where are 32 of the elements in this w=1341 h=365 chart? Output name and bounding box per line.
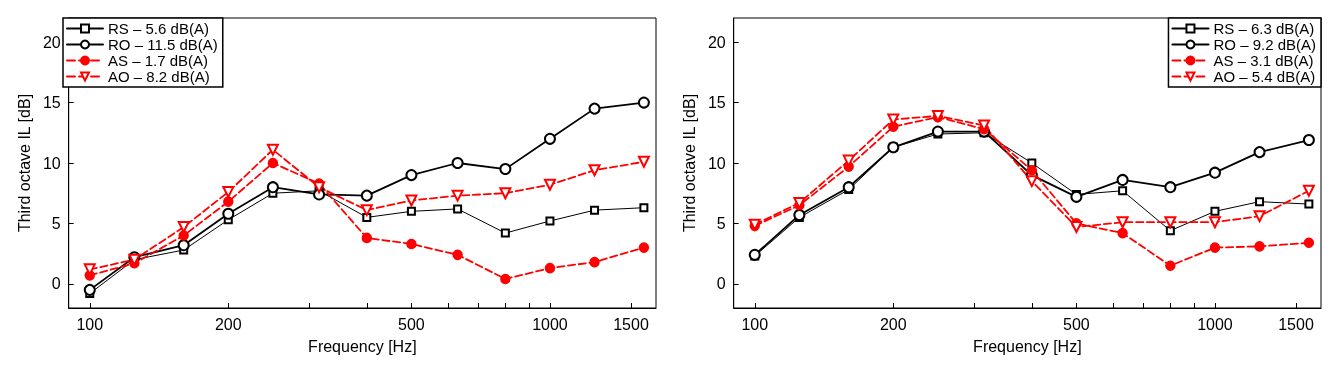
legend-label: RO – 11.5 dB(A) xyxy=(108,36,218,53)
y-tick-label: 10 xyxy=(707,154,726,172)
y-tick-label: 20 xyxy=(707,33,726,51)
y-tick-label: 15 xyxy=(42,94,61,112)
x-tick-label: 1500 xyxy=(613,315,649,333)
y-tick-label: 5 xyxy=(51,214,61,232)
legend-label: RS – 5.6 dB(A) xyxy=(108,20,209,37)
x-tick-label: 200 xyxy=(879,315,907,333)
x-tick-label: 100 xyxy=(741,315,769,333)
legend-label: AO – 8.2 dB(A) xyxy=(108,68,210,85)
y-tick-label: 20 xyxy=(42,33,61,51)
legend-label: AS – 3.1 dB(A) xyxy=(1213,52,1314,69)
y-tick-label: 5 xyxy=(716,214,726,232)
x-tick-label: 200 xyxy=(214,315,242,333)
x-tick-label: 500 xyxy=(398,315,425,333)
x-tick-label: 100 xyxy=(76,315,104,333)
x-axis-title: Frequency [Hz] xyxy=(308,337,417,355)
y-tick-label: 10 xyxy=(42,154,61,172)
y-tick-label: 0 xyxy=(716,275,726,293)
x-axis-title: Frequency [Hz] xyxy=(973,337,1082,355)
y-tick-label: 15 xyxy=(707,94,726,112)
x-tick-label: 500 xyxy=(1063,315,1090,333)
y-tick-label: 0 xyxy=(51,275,61,293)
legend-label: RO – 9.2 dB(A) xyxy=(1213,36,1317,53)
y-axis-title: Third octave IL [dB] xyxy=(15,93,33,233)
y-axis-title: Third octave IL [dB] xyxy=(680,93,698,233)
x-tick-label: 1000 xyxy=(532,315,568,333)
legend-label: AS – 1.7 dB(A) xyxy=(108,52,209,69)
legend-label: AO – 5.4 dB(A) xyxy=(1213,68,1316,85)
x-tick-label: 1500 xyxy=(1278,315,1314,333)
legend-label: RS – 6.3 dB(A) xyxy=(1213,20,1315,37)
x-tick-label: 1000 xyxy=(1197,315,1233,333)
